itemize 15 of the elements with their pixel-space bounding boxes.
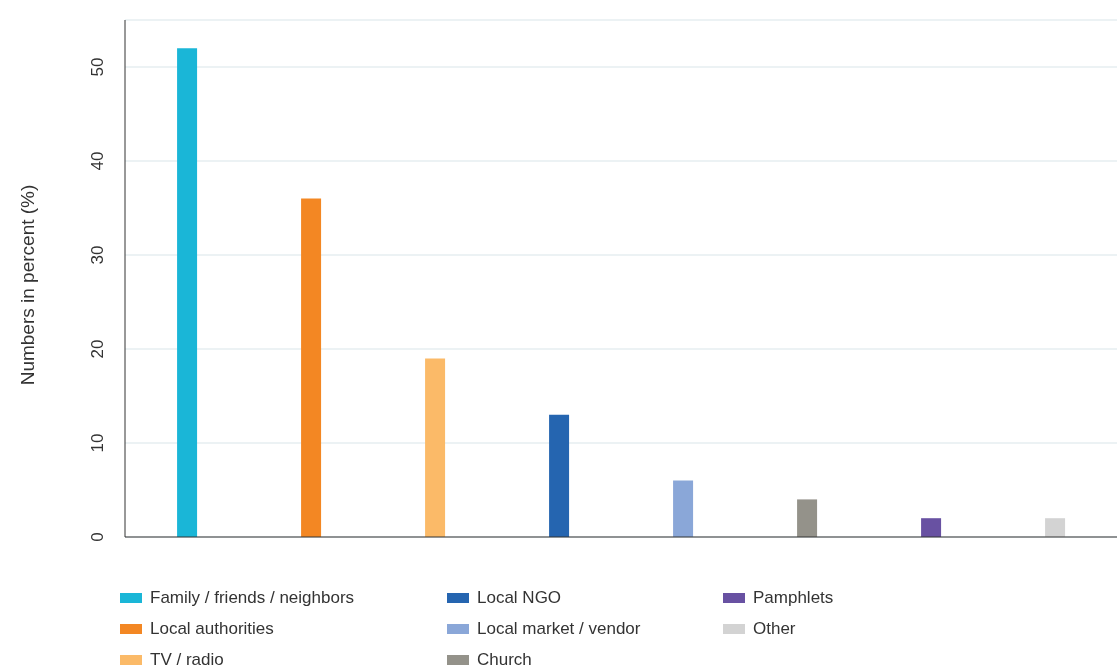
y-axis-title: Numbers in percent (%) — [17, 184, 39, 386]
legend-label: Local market / vendor — [477, 619, 641, 639]
y-tick-label: 20 — [88, 339, 107, 359]
legend-label: Local authorities — [150, 619, 274, 639]
legend-label: Church — [477, 650, 532, 670]
legend-label: Other — [753, 619, 796, 639]
y-tick-label: 0 — [88, 532, 107, 542]
legend-label: Pamphlets — [753, 588, 834, 608]
legend-label: TV / radio — [150, 650, 224, 670]
legend-label: Local NGO — [477, 588, 562, 608]
y-tick-label: 40 — [88, 151, 107, 171]
legend-label: Family / friends / neighbors — [150, 588, 355, 608]
y-tick-label: 30 — [88, 245, 107, 265]
y-tick-label: 10 — [88, 433, 107, 453]
y-tick-label: 50 — [88, 57, 107, 77]
